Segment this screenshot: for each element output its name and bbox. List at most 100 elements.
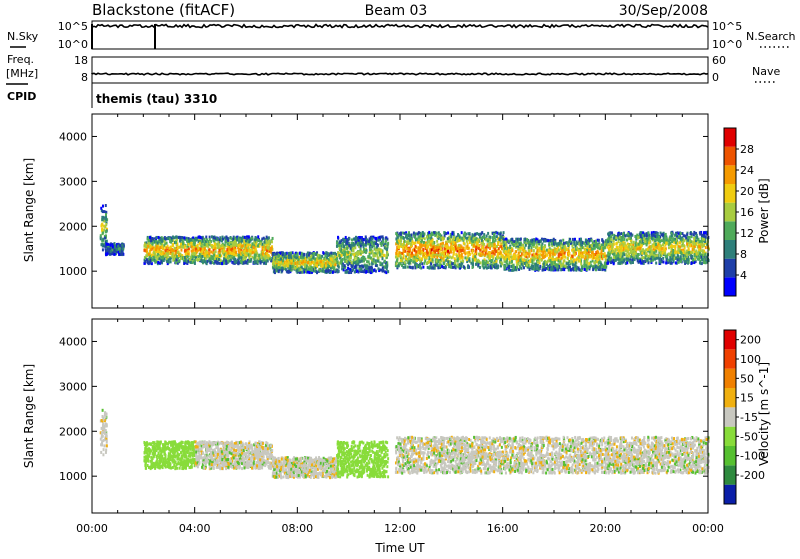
data-cell <box>430 254 432 257</box>
data-cell <box>114 246 116 249</box>
data-cell <box>517 263 519 266</box>
data-cell <box>443 259 445 262</box>
data-cell <box>382 240 384 243</box>
data-cell <box>520 238 522 241</box>
data-cell <box>183 236 185 239</box>
data-cell <box>538 267 540 270</box>
data-cell <box>355 252 357 255</box>
data-cell <box>554 264 556 267</box>
data-cell <box>261 256 263 259</box>
data-cell <box>442 244 444 247</box>
data-cell <box>184 249 186 252</box>
data-cell <box>518 238 520 241</box>
data-cell <box>407 266 409 269</box>
data-cell <box>345 271 347 274</box>
data-cell <box>104 237 106 240</box>
freq-right-tick-top: 60 <box>712 54 726 67</box>
data-cell <box>437 260 439 263</box>
data-cell <box>570 260 572 263</box>
data-cell <box>219 254 221 257</box>
data-cell <box>282 259 284 262</box>
data-cell <box>307 261 309 264</box>
data-cell <box>386 247 388 250</box>
data-cell <box>271 240 273 243</box>
data-cell <box>102 248 104 251</box>
data-cell <box>425 256 427 259</box>
data-cell <box>369 237 371 240</box>
data-cell <box>148 253 150 256</box>
data-cell <box>585 238 587 241</box>
data-cell <box>104 217 106 220</box>
data-cell <box>409 239 411 242</box>
noise-right-tick-bottom: 10^0 <box>712 38 742 51</box>
data-cell <box>100 207 102 210</box>
data-cell <box>434 255 436 258</box>
data-cell <box>235 254 237 257</box>
data-cell <box>105 253 107 256</box>
data-cell <box>265 262 267 265</box>
data-cell <box>451 232 453 235</box>
data-cell <box>341 264 343 267</box>
data-cell <box>513 266 515 269</box>
data-cell <box>413 257 415 260</box>
data-cell <box>266 252 268 255</box>
data-cell <box>500 235 502 238</box>
data-cell <box>526 238 528 241</box>
data-cell <box>346 260 348 263</box>
data-cell <box>497 253 499 256</box>
data-cell <box>380 250 382 253</box>
data-cell <box>184 259 186 262</box>
data-cell <box>537 249 539 252</box>
data-cell <box>408 256 410 259</box>
data-cell <box>146 249 148 252</box>
data-cell <box>308 271 310 274</box>
data-cell <box>541 259 543 262</box>
data-cell <box>599 247 601 250</box>
data-cell <box>150 239 152 242</box>
data-cell <box>580 263 582 266</box>
data-cell <box>461 253 463 256</box>
data-cell <box>504 247 506 250</box>
data-cell <box>472 233 474 236</box>
data-cell <box>604 266 606 269</box>
data-cell <box>534 257 536 260</box>
data-cell <box>273 269 275 272</box>
data-cell <box>474 255 476 258</box>
data-cell <box>340 262 342 265</box>
data-cell <box>400 243 402 246</box>
data-cell <box>214 243 216 246</box>
data-cell <box>462 259 464 262</box>
data-cell <box>188 247 190 250</box>
data-cell <box>341 267 343 270</box>
data-cell <box>437 243 439 246</box>
data-cell <box>400 233 402 236</box>
data-cell <box>543 268 545 271</box>
data-cell <box>503 231 505 234</box>
data-cell <box>210 251 212 254</box>
data-cell <box>191 246 193 249</box>
data-cell <box>561 257 563 260</box>
data-cell <box>568 268 570 271</box>
data-cell <box>288 252 290 255</box>
data-cell <box>481 239 483 242</box>
data-cell <box>415 245 417 248</box>
data-cell <box>255 254 257 257</box>
data-cell <box>453 247 455 250</box>
data-cell <box>337 236 339 239</box>
data-cell <box>466 251 468 254</box>
data-cell <box>531 259 533 262</box>
data-cell <box>252 251 254 254</box>
data-cell <box>580 244 582 247</box>
data-cell <box>447 254 449 257</box>
data-cell <box>545 267 547 270</box>
data-cell <box>501 254 503 257</box>
data-cell <box>505 257 507 260</box>
data-cell <box>227 239 229 242</box>
data-cell <box>525 244 527 247</box>
data-cell <box>522 258 524 261</box>
noise-right-tick-top: 10^5 <box>712 20 742 33</box>
data-cell <box>344 264 346 267</box>
data-cell <box>221 244 223 247</box>
data-cell <box>310 258 312 261</box>
data-cell <box>196 258 198 261</box>
